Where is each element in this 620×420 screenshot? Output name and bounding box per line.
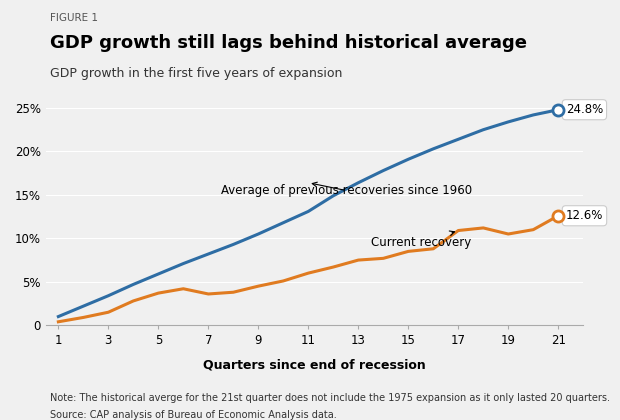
Text: Current recovery: Current recovery [371,231,471,249]
Text: Note: The historical averge for the 21st quarter does not include the 1975 expan: Note: The historical averge for the 21st… [50,393,609,403]
Text: FIGURE 1: FIGURE 1 [50,13,97,23]
Text: Source: CAP analysis of Bureau of Economic Analysis data.: Source: CAP analysis of Bureau of Econom… [50,410,336,420]
Text: GDP growth still lags behind historical average: GDP growth still lags behind historical … [50,34,526,52]
Text: 12.6%: 12.6% [566,209,603,222]
Text: GDP growth in the first five years of expansion: GDP growth in the first five years of ex… [50,67,342,80]
Text: 24.8%: 24.8% [566,103,603,116]
Text: Average of previous recoveries since 1960: Average of previous recoveries since 196… [221,182,472,197]
X-axis label: Quarters since end of recession: Quarters since end of recession [203,358,426,371]
